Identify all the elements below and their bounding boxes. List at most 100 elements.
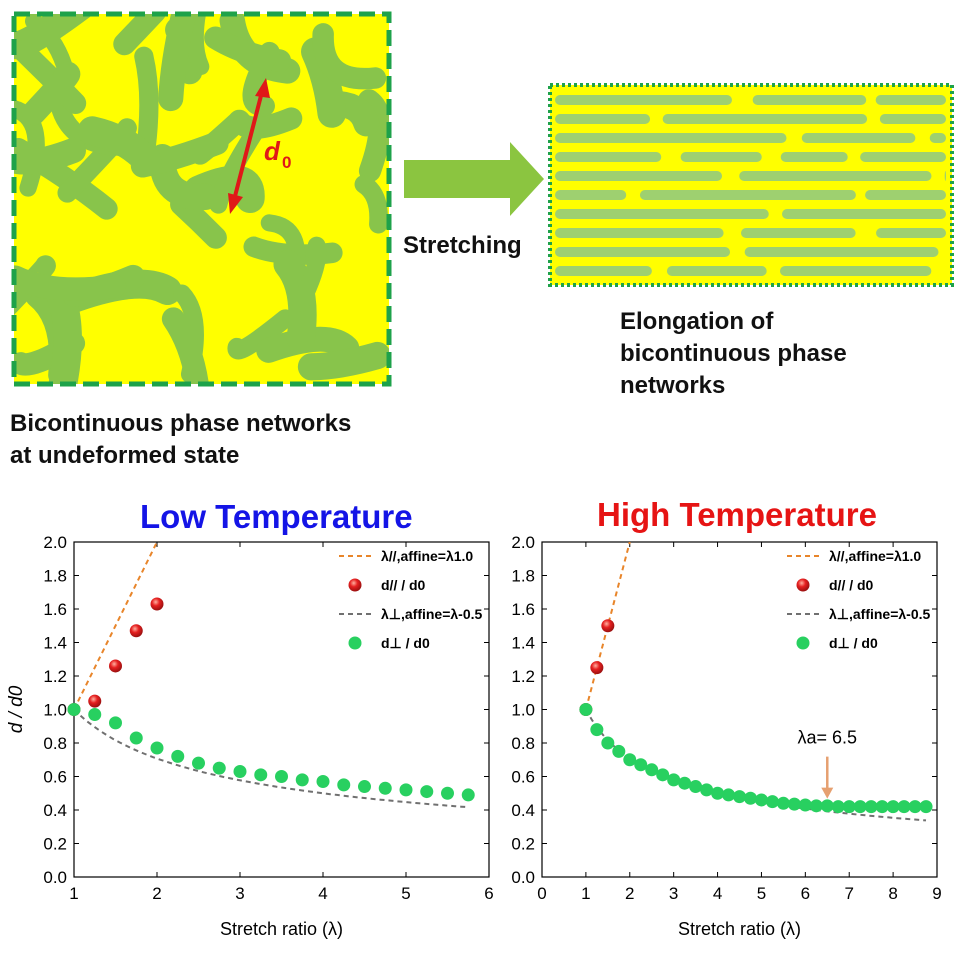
elongated-domain — [929, 133, 946, 143]
perpendicular-point — [254, 768, 268, 782]
high-temperature-chart: 0.0 0.2 0.4 0.6 0.8 1.0 1.2 1.4 1.6 1.8 2.0 0 1 2 3 4 5 6… — [511, 533, 941, 939]
perpendicular-point — [129, 731, 143, 745]
y-tick-label: 1.2 — [43, 667, 67, 686]
x-tick-label: 7 — [844, 884, 853, 903]
stretch-arrow — [404, 142, 544, 216]
elongated-domain — [555, 114, 651, 124]
elongated-domain — [875, 95, 946, 105]
perpendicular-point — [634, 758, 648, 772]
x-tick-label: 1 — [581, 884, 590, 903]
annotation-arrowhead — [821, 787, 834, 799]
chart-title-high: High Temperature — [597, 496, 877, 533]
x-tick-label: 4 — [713, 884, 722, 903]
perpendicular-point — [150, 741, 164, 755]
x-tick-label: 3 — [669, 884, 678, 903]
elongated-domain — [876, 228, 946, 238]
perpendicular-point — [192, 756, 205, 770]
elongated-domain — [680, 152, 762, 162]
perpendicular-point — [853, 800, 867, 814]
schematic-figure: d 0 Stretching — [11, 11, 954, 387]
x-tick-label: 1 — [69, 884, 78, 903]
x-tick-label: 3 — [235, 884, 244, 903]
y-tick-label: 0.4 — [43, 801, 67, 820]
elongated-domain — [555, 171, 723, 181]
phase-domain — [256, 326, 360, 363]
perpendicular-point — [908, 800, 922, 814]
phase-domain — [291, 236, 327, 312]
x-tick-label: 5 — [401, 884, 410, 903]
elongated-domain — [781, 209, 946, 219]
y-tick-label: 0.0 — [43, 868, 67, 887]
phase-domain — [297, 341, 389, 381]
legend-marker-swatch — [796, 636, 810, 650]
annotation-label: λa= 6.5 — [798, 728, 858, 748]
spacing-label: d — [264, 136, 281, 166]
elongated-domain — [944, 171, 946, 181]
elongated-domain — [555, 95, 732, 105]
perpendicular-point — [171, 749, 185, 763]
perpendicular-point — [765, 795, 779, 809]
phase-domain — [14, 265, 127, 301]
phase-domain — [187, 14, 210, 76]
legend-label: λ⊥,affine=λ-0.5 — [829, 606, 931, 622]
parallel-point — [109, 659, 122, 673]
elongated-domain — [860, 152, 946, 162]
perpendicular-point — [88, 708, 102, 722]
parallel-point — [150, 597, 164, 611]
undeformed-network-image — [11, 11, 392, 387]
y-tick-label: 0.6 — [43, 768, 67, 787]
perpendicular-point — [601, 736, 615, 750]
chart-title-low: Low Temperature — [140, 498, 413, 535]
elongated-domain — [879, 114, 946, 124]
perpendicular-point — [798, 798, 812, 812]
parallel-point — [88, 694, 102, 708]
perpendicular-point — [776, 796, 790, 810]
y-tick-label: 0.2 — [511, 835, 535, 854]
perpendicular-point — [667, 773, 681, 787]
perpendicular-point — [109, 716, 122, 730]
elongated-domain — [555, 228, 724, 238]
perpendicular-point — [67, 703, 81, 716]
perpendicular-point — [579, 703, 593, 716]
perpendicular-point — [623, 753, 637, 767]
elongated-domain — [739, 171, 932, 181]
y-tick-label: 0.6 — [511, 768, 535, 787]
legend-label: d⊥ / d0 — [381, 635, 430, 651]
perpendicular-point — [612, 744, 626, 758]
parallel-point — [601, 619, 615, 633]
plot-frame — [541, 541, 938, 878]
perpendicular-point — [358, 780, 371, 794]
perpendicular-point — [875, 800, 889, 814]
legend-label: λ//,affine=λ1.0 — [381, 548, 473, 564]
x-tick-label: 4 — [318, 884, 327, 903]
phase-domain — [354, 174, 388, 234]
perpendicular-point — [441, 786, 454, 800]
perpendicular-point — [831, 800, 845, 814]
plot-area — [74, 542, 469, 809]
elongated-domain — [780, 152, 848, 162]
x-tick-label: 2 — [152, 884, 161, 903]
legend-label: d// / d0 — [381, 577, 426, 593]
perpendicular-point — [700, 783, 714, 797]
right-caption-line: networks — [620, 372, 726, 399]
phase-domain — [158, 14, 197, 112]
y-tick-label: 1.0 — [43, 701, 67, 720]
plot-frame — [73, 541, 490, 878]
perpendicular-point — [316, 775, 330, 789]
perpendicular-point — [420, 785, 434, 799]
phase-domain — [24, 14, 73, 73]
y-tick-label: 1.6 — [511, 600, 535, 619]
x-tick-label: 6 — [484, 884, 493, 903]
y-tick-label: 2.0 — [43, 533, 67, 552]
x-tick-label: 2 — [625, 884, 634, 903]
x-tick-label: 6 — [801, 884, 810, 903]
y-tick-label: 1.4 — [511, 634, 535, 653]
phase-domain — [14, 137, 86, 175]
phase-domain — [134, 46, 159, 158]
phase-domain — [161, 307, 209, 384]
left-caption: Bicontinuous phase networks at undeforme… — [10, 408, 351, 472]
perpendicular-point — [212, 761, 226, 775]
perpendicular-point — [233, 764, 247, 778]
perpendicular-point — [689, 780, 703, 794]
elongated-domain — [752, 95, 867, 105]
